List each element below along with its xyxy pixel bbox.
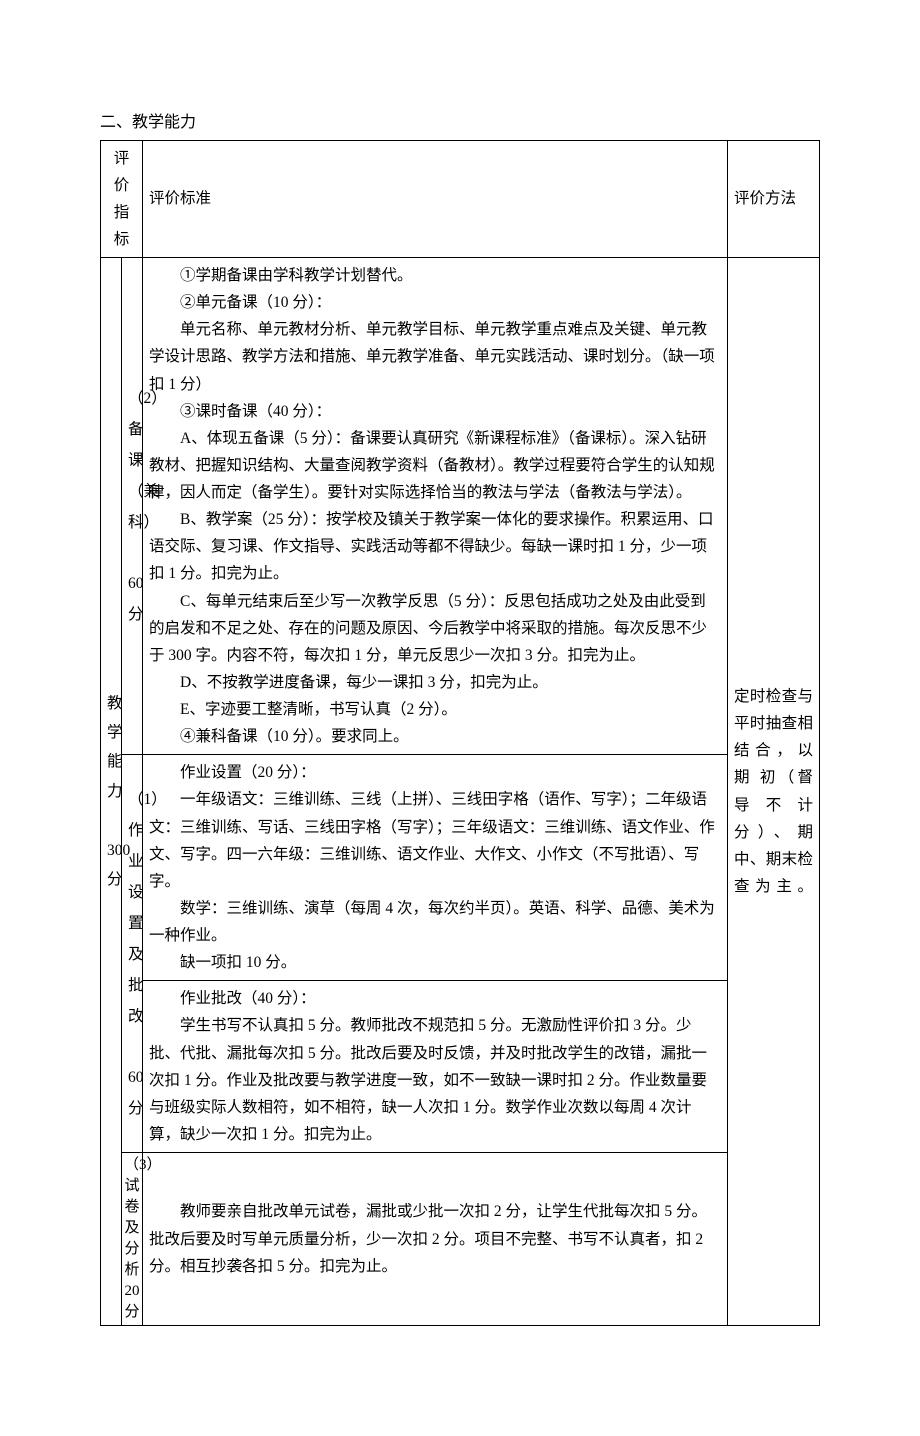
header-indicator: 评价指标 xyxy=(101,140,143,258)
std-text: ④兼科备课（10 分）。要求同上。 xyxy=(149,723,721,750)
sub3-cell: （3） 试卷 及分 析 20 分 xyxy=(122,1153,143,1326)
cat-char: 学 xyxy=(107,724,123,741)
table-row: 作业批改（40 分）： 学生书写不认真扣 5 分。教师批改不规范扣 5 分。无激… xyxy=(101,981,820,1153)
table-row: （3） 试卷 及分 析 20 分 教师要亲自批改单元试卷，漏批或少批一次扣 2 … xyxy=(101,1153,820,1326)
sub2-label: （2）备课（兼科） xyxy=(128,383,136,538)
std-text: 作业设置（20 分）： xyxy=(149,759,721,786)
evaluation-table: 评价指标 评价标准 评价方法 教 学 能 力 300分 （2）备课（兼科） 60… xyxy=(100,140,820,1327)
std-text: C、每单元结束后至少写一次教学反思（5 分）：反思包括成功之处及由此受到的启发和… xyxy=(149,588,721,669)
std-text: D、不按教学进度备课，每少一课扣 3 分，扣完为止。 xyxy=(149,669,721,696)
cat-char: 能 xyxy=(107,753,123,770)
std-text: 一年级语文：三维训练、三线（上拼）、三线田字格（语作、写字）；二年级语文：三维训… xyxy=(149,786,721,895)
sub3-line: 及分 xyxy=(124,1220,139,1257)
std-text: 学生书写不认真扣 5 分。教师批改不规范扣 5 分。无激励性评价扣 3 分。少批… xyxy=(149,1012,721,1148)
sub3-line: 析 xyxy=(124,1262,139,1278)
std-text: 缺一项扣 10 分。 xyxy=(149,949,721,976)
std-text: ①学期备课由学科教学计划替代。 xyxy=(149,262,721,289)
method-text: 定时检查与平时抽查相结合，以 期 初（督导不计分）、期中、期末检查为主。 xyxy=(734,688,813,895)
category-cell: 教 学 能 力 300分 xyxy=(101,258,122,1326)
sub2-cell: （2）备课（兼科） 60分 xyxy=(122,258,143,755)
std-text: ②单元备课（10 分）： xyxy=(149,289,721,316)
std-text: ③课时备课（40 分）： xyxy=(149,398,721,425)
std-text: A、体现五备课（5 分）：备课要认真研究《新课程标准》（备课标）。深入钻研教材、… xyxy=(149,425,721,506)
sub1-label: （1）作业设置及批改 xyxy=(128,784,136,1032)
sub1-cell: （1）作业设置及批改 60分 xyxy=(122,755,143,1153)
section-title: 二、教学能力 xyxy=(100,110,820,136)
sub3-line: 20 xyxy=(125,1283,140,1299)
cat-char: 力 xyxy=(107,783,123,800)
table-row: （1）作业设置及批改 60分 作业设置（20 分）： 一年级语文：三维训练、三线… xyxy=(101,755,820,981)
std-text: 教师要亲自批改单元试卷，漏批或少批一次扣 2 分，让学生代批每次扣 5 分。批改… xyxy=(149,1198,721,1279)
sub1-score: 60分 xyxy=(128,1062,136,1124)
cat-char: 教 xyxy=(107,695,123,712)
sub3-line: （3） xyxy=(124,1157,162,1173)
standard-row3: 作业批改（40 分）： 学生书写不认真扣 5 分。教师批改不规范扣 5 分。无激… xyxy=(143,981,728,1153)
std-text: B、教学案（25 分）：按学校及镇关于教学案一体化的要求操作。积累运用、口语交际… xyxy=(149,506,721,587)
std-text: 单元名称、单元教材分析、单元教学目标、单元教学重点难点及关键、单元教学设计思路、… xyxy=(149,316,721,397)
method-cell: 定时检查与平时抽查相结合，以 期 初（督导不计分）、期中、期末检查为主。 xyxy=(728,258,820,1326)
header-standard: 评价标准 xyxy=(143,140,728,258)
standard-row2: 作业设置（20 分）： 一年级语文：三维训练、三线（上拼）、三线田字格（语作、写… xyxy=(143,755,728,981)
std-text: E、字迹要工整清晰，书写认真（2 分）。 xyxy=(149,696,721,723)
header-method: 评价方法 xyxy=(728,140,820,258)
sub3-line: 试卷 xyxy=(124,1178,139,1215)
sub2-score: 60分 xyxy=(128,568,136,630)
header-row: 评价指标 评价标准 评价方法 xyxy=(101,140,820,258)
std-text: 数学：三维训练、演草（每周 4 次，每次约半页）。英语、科学、品德、美术为一种作… xyxy=(149,895,721,949)
table-row: 教 学 能 力 300分 （2）备课（兼科） 60分 ①学期备课由学科教学计划替… xyxy=(101,258,820,755)
standard-row4: 教师要亲自批改单元试卷，漏批或少批一次扣 2 分，让学生代批每次扣 5 分。批改… xyxy=(143,1153,728,1326)
sub3-line: 分 xyxy=(124,1304,139,1320)
std-text: 作业批改（40 分）： xyxy=(149,985,721,1012)
standard-row1: ①学期备课由学科教学计划替代。 ②单元备课（10 分）： 单元名称、单元教材分析… xyxy=(143,258,728,755)
